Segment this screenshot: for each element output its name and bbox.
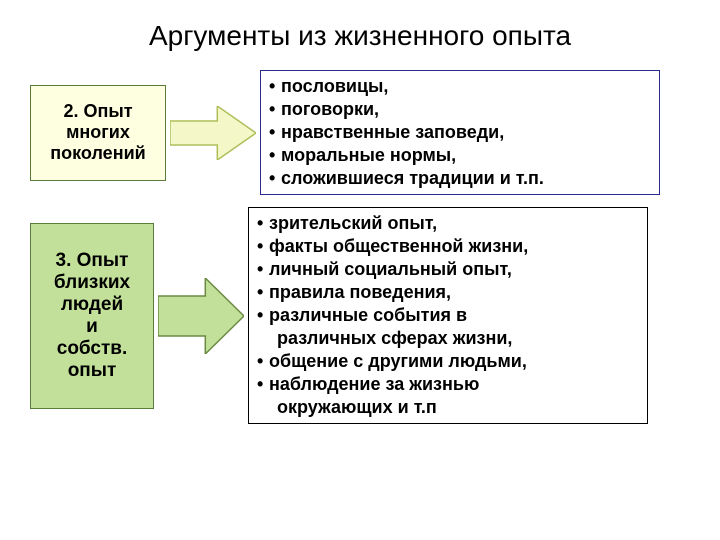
- category-label-line: многих: [66, 122, 130, 143]
- section-row: 2. Опытмногихпоколений пословицы,поговор…: [0, 70, 720, 195]
- detail-item: факты общественной жизни,: [257, 235, 641, 258]
- detail-item: общение с другими людьми,: [257, 350, 641, 373]
- detail-item: сложившиеся традиции и т.п.: [269, 167, 653, 190]
- detail-item: зрительский опыт,: [257, 212, 641, 235]
- arrow-right-icon: [154, 278, 248, 354]
- category-label-line: близких: [54, 272, 130, 294]
- detail-item: различных сферах жизни,: [257, 327, 641, 350]
- detail-item: наблюдение за жизнью: [257, 373, 641, 396]
- page-title: Аргументы из жизненного опыта: [0, 0, 720, 70]
- details-box: пословицы,поговорки,нравственные заповед…: [260, 70, 660, 195]
- category-label-line: 2. Опыт: [63, 101, 132, 122]
- detail-item: моральные нормы,: [269, 144, 653, 167]
- section-row: 3. Опытблизкихлюдейисобств.опыт зрительс…: [0, 207, 720, 424]
- arrow-right-icon: [166, 106, 260, 160]
- detail-item: окружающих и т.п: [257, 396, 641, 419]
- details-box: зрительский опыт,факты общественной жизн…: [248, 207, 648, 424]
- detail-item: пословицы,: [269, 75, 653, 98]
- category-label-line: людей: [61, 294, 123, 316]
- category-label-line: опыт: [68, 360, 117, 382]
- detail-item: различные события в: [257, 304, 641, 327]
- detail-item: поговорки,: [269, 98, 653, 121]
- detail-item: правила поведения,: [257, 281, 641, 304]
- category-label-line: собств.: [57, 338, 128, 360]
- category-label-line: 3. Опыт: [56, 250, 129, 272]
- category-label-line: и: [86, 316, 98, 338]
- category-label-line: поколений: [50, 143, 145, 164]
- detail-item: нравственные заповеди,: [269, 121, 653, 144]
- detail-item: личный социальный опыт,: [257, 258, 641, 281]
- category-box: 2. Опытмногихпоколений: [30, 85, 166, 181]
- category-box: 3. Опытблизкихлюдейисобств.опыт: [30, 223, 154, 409]
